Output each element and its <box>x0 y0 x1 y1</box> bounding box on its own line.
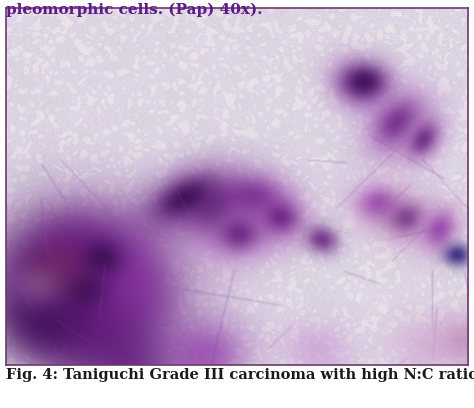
Text: Fig. 4: Taniguchi Grade III carcinoma with high N:C ratio: Fig. 4: Taniguchi Grade III carcinoma wi… <box>6 368 474 382</box>
Text: pleomorphic cells. (Pap) 40x).: pleomorphic cells. (Pap) 40x). <box>6 3 262 17</box>
